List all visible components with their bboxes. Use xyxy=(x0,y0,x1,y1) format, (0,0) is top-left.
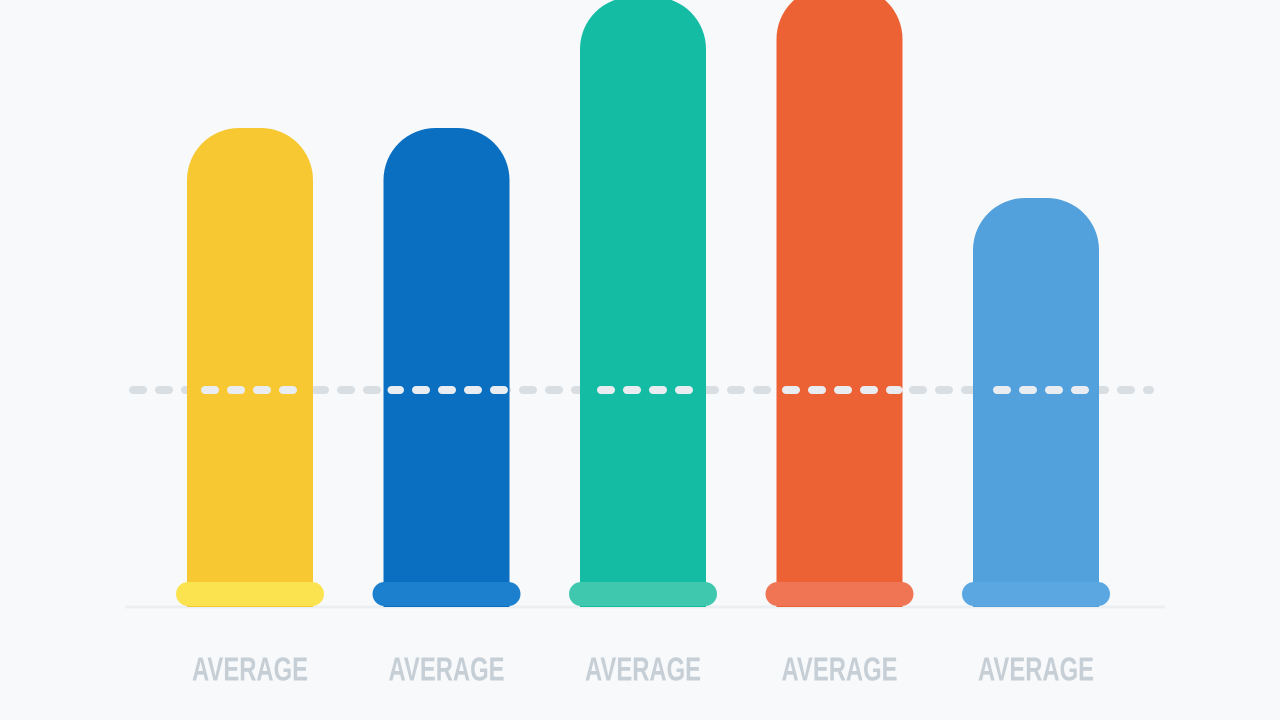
bar-base xyxy=(765,582,914,606)
bar xyxy=(973,198,1099,607)
bar xyxy=(383,128,510,607)
bar-base xyxy=(569,582,717,606)
x-tick-label: AVERAGE xyxy=(389,651,505,688)
x-tick-label: AVERAGE xyxy=(782,651,898,688)
bar xyxy=(776,0,903,607)
bar-base xyxy=(962,582,1110,606)
bar-base xyxy=(372,582,521,606)
x-tick-label: AVERAGE xyxy=(192,651,308,688)
bar xyxy=(580,0,706,607)
x-tick-label: AVERAGE xyxy=(978,651,1094,688)
x-tick-label: AVERAGE xyxy=(585,651,701,688)
bar-base xyxy=(176,582,324,606)
bar xyxy=(187,128,313,607)
